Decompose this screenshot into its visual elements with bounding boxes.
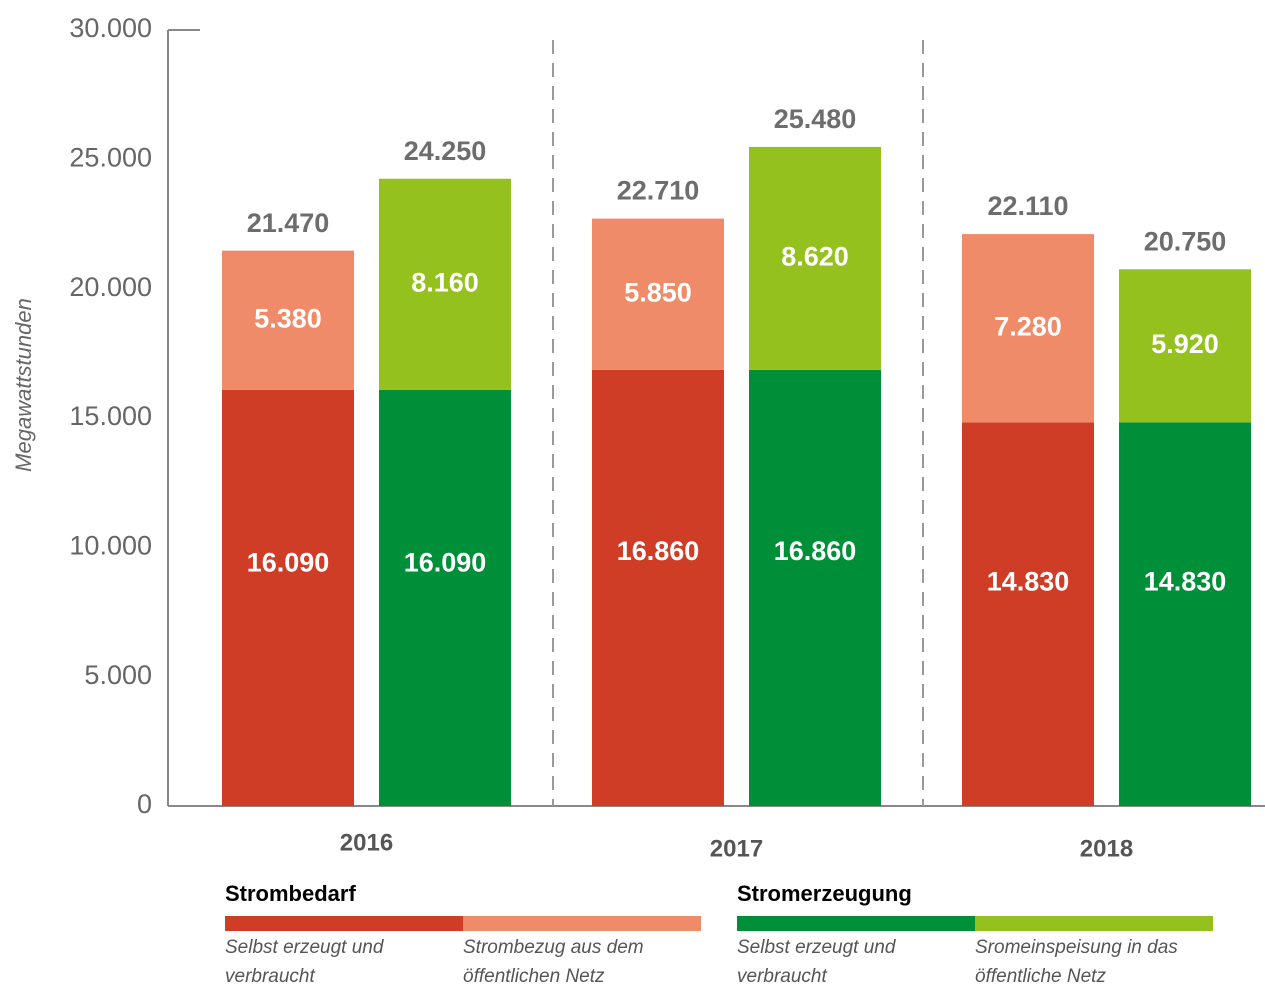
bar-segment [1119, 422, 1251, 806]
total-label: 25.480 [774, 104, 857, 134]
value-label: 16.860 [774, 536, 857, 566]
bar-segment [592, 218, 724, 370]
bar-segment [222, 389, 354, 806]
y-tick-label: 15.000 [69, 401, 152, 431]
y-tick-label: 20.000 [69, 272, 152, 302]
value-label: 14.830 [1144, 567, 1227, 597]
y-tick-label: 5.000 [84, 660, 152, 690]
legend-label: Strombezug aus dem öffentlichen Netz [463, 937, 644, 987]
legend-label: Sromeinspeisung in das öffentliche Netz [975, 937, 1178, 987]
bar-segment [1119, 269, 1251, 423]
y-tick-label: 0 [137, 789, 152, 819]
x-tick-label: 2016 [340, 829, 393, 856]
legend-heading: Strombedarf [225, 881, 356, 906]
y-axis-label: Megawattstunden [11, 298, 36, 472]
x-tick-label: 2018 [1080, 835, 1133, 862]
value-label: 8.160 [411, 267, 479, 297]
bar-segment [379, 389, 511, 806]
legend-swatch [737, 916, 975, 931]
total-label: 21.470 [247, 208, 330, 238]
bar-segment [592, 369, 724, 806]
bar-segment [749, 369, 881, 806]
value-label: 8.620 [781, 242, 849, 272]
value-label: 16.860 [617, 536, 700, 566]
total-label: 24.250 [404, 136, 487, 166]
total-label: 22.110 [987, 191, 1068, 221]
bar-segment [749, 146, 881, 370]
value-label: 16.090 [404, 548, 487, 578]
value-label: 16.090 [247, 548, 330, 578]
legend-heading: Stromerzeugung [737, 881, 912, 906]
total-label: 22.710 [617, 176, 700, 206]
bar-segment [222, 250, 354, 390]
y-tick-label: 10.000 [69, 530, 152, 560]
legend-label: Selbst erzeugt und verbraucht [225, 937, 384, 987]
bar-segment [962, 422, 1094, 806]
bar-segment [962, 234, 1094, 423]
y-tick-label: 25.000 [69, 142, 152, 172]
legend-swatch [975, 916, 1213, 931]
value-label: 5.850 [624, 277, 692, 307]
legend-swatch [463, 916, 701, 931]
value-label: 5.920 [1151, 329, 1219, 359]
value-label: 5.380 [254, 303, 322, 333]
total-label: 20.750 [1144, 226, 1227, 256]
bar-segment [379, 178, 511, 390]
legend-swatch [225, 916, 463, 931]
value-label: 14.830 [987, 567, 1070, 597]
legend-label: Selbst erzeugt und verbraucht [737, 937, 896, 987]
y-tick-label: 30.000 [69, 13, 152, 43]
x-tick-label: 2017 [710, 835, 763, 862]
value-label: 7.280 [994, 311, 1062, 341]
